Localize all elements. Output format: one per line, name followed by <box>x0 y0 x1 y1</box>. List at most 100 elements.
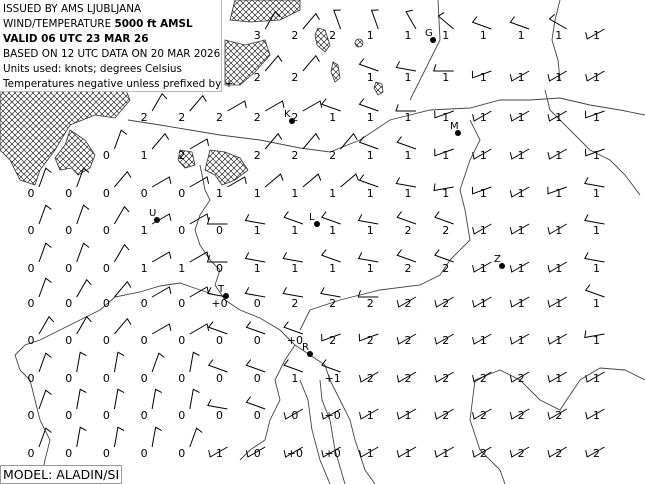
wind-barb <box>113 129 128 150</box>
temperature-label: 0 <box>141 409 148 422</box>
temperature-label: 2 <box>254 111 261 124</box>
wind-barb <box>283 211 304 225</box>
city-label: T <box>217 284 225 295</box>
wind-barb <box>585 70 605 82</box>
temperature-label: +0 <box>211 297 227 310</box>
wind-barb <box>189 251 210 263</box>
wind-barb <box>359 371 379 383</box>
wind-barb <box>283 446 304 458</box>
wind-barb <box>76 167 90 188</box>
wind-barb <box>434 296 454 308</box>
wind-barb <box>38 315 55 335</box>
temperature-label: 1 <box>518 29 525 42</box>
temperature-label: 2 <box>178 111 185 124</box>
wind-barb <box>114 170 132 188</box>
temperature-label: 1 <box>480 29 487 42</box>
city-marker <box>289 118 295 124</box>
wind-barb <box>357 214 379 225</box>
wind-barb <box>189 94 207 112</box>
temperature-label: 0 <box>103 334 110 347</box>
temperature-label: 1 <box>593 71 600 84</box>
wind-barb <box>509 408 530 420</box>
wind-barb <box>396 408 417 420</box>
wind-barb <box>395 61 417 72</box>
wind-barb <box>584 214 605 225</box>
units: Units used: knots; degrees Celsius <box>3 63 182 75</box>
temperature-label: 1 <box>405 29 412 42</box>
temperature-label: 1 <box>593 372 600 385</box>
wind-barb <box>472 223 492 235</box>
wind-barb <box>302 100 323 112</box>
wind-barb <box>38 204 52 225</box>
wind-barb <box>189 138 210 150</box>
temperature-label: 2 <box>405 262 412 275</box>
wind-barb <box>434 333 454 345</box>
wind-barb <box>151 251 172 263</box>
temperature-label: 0 <box>254 447 261 460</box>
temperature-label: 2 <box>367 334 374 347</box>
station-grid: 3 2 2 1 1 1 1 1 1 1 2 2 1 1 1 1 1 1 1 2 2 2 2 2 1 1 1 1 1 1 1 1 0 1 2 2 2 2 1 1… <box>28 9 605 460</box>
temperature-label: 1 <box>405 187 412 200</box>
temperature-label: 2 <box>291 29 298 42</box>
temperature-label: 2 <box>291 71 298 84</box>
wind-barb <box>189 351 200 373</box>
wind-barb <box>264 173 284 188</box>
temperature-label: 1 <box>329 111 336 124</box>
wind-barb <box>113 351 125 373</box>
wind-barb <box>396 446 417 458</box>
city-marker <box>307 351 313 357</box>
coastlines-and-borders <box>14 0 645 484</box>
temperature-label: 1 <box>329 262 336 275</box>
wind-barb <box>585 371 605 383</box>
temperature-label: 2 <box>216 111 223 124</box>
temperature-label: +0 <box>287 334 303 347</box>
temperature-label: 0 <box>216 334 223 347</box>
temperature-label: 1 <box>518 149 525 162</box>
temperature-label: 0 <box>28 372 35 385</box>
wind-barb <box>358 333 379 342</box>
wind-barb <box>282 252 303 263</box>
wind-barb <box>358 174 379 188</box>
temperature-label: 1 <box>480 71 487 84</box>
wind-barb <box>434 446 454 458</box>
temperature-label: 0 <box>65 297 72 310</box>
wind-barb <box>396 211 417 225</box>
temperature-label: 2 <box>555 447 562 460</box>
temperature-label: 1 <box>291 224 298 237</box>
wind-barb <box>302 173 322 188</box>
temperature-label: 0 <box>28 334 35 347</box>
wind-barb <box>76 315 92 335</box>
temperature-label: 2 <box>442 334 449 347</box>
wind-barb <box>584 284 605 298</box>
temperature-label: 1 <box>593 111 600 124</box>
temperature-label: 2 <box>480 409 487 422</box>
temperature-label: 1 <box>480 187 487 200</box>
wind-barb <box>509 70 530 82</box>
wind-barb <box>472 371 492 383</box>
temperature-label: 1 <box>141 224 148 237</box>
wind-barb <box>208 446 228 458</box>
wind-barb <box>405 9 417 30</box>
wind-barb <box>509 371 530 383</box>
temperature-label: 1 <box>555 224 562 237</box>
wind-barb <box>76 278 92 298</box>
wind-barb <box>547 371 568 383</box>
wind-barb <box>151 286 172 298</box>
city-marker <box>314 221 320 227</box>
temperature-label: 1 <box>518 71 525 84</box>
temperature-label: 0 <box>216 262 223 275</box>
temperature-label: 1 <box>480 334 487 347</box>
wind-barb <box>151 388 163 410</box>
temperature-label: 1 <box>442 29 449 42</box>
temperature-label: 2 <box>518 447 525 460</box>
wind-barb <box>340 173 359 188</box>
temperature-label: 1 <box>367 29 374 42</box>
valid-time: VALID 06 UTC 23 MAR 26 <box>3 33 149 45</box>
temperature-label: 2 <box>329 297 336 310</box>
wind-barb <box>151 132 170 150</box>
temperature-label: 1 <box>367 262 374 275</box>
temperature-label: 1 <box>405 149 412 162</box>
wind-barb <box>547 223 568 235</box>
wind-barb <box>264 100 285 112</box>
temperature-label: 1 <box>518 187 525 200</box>
